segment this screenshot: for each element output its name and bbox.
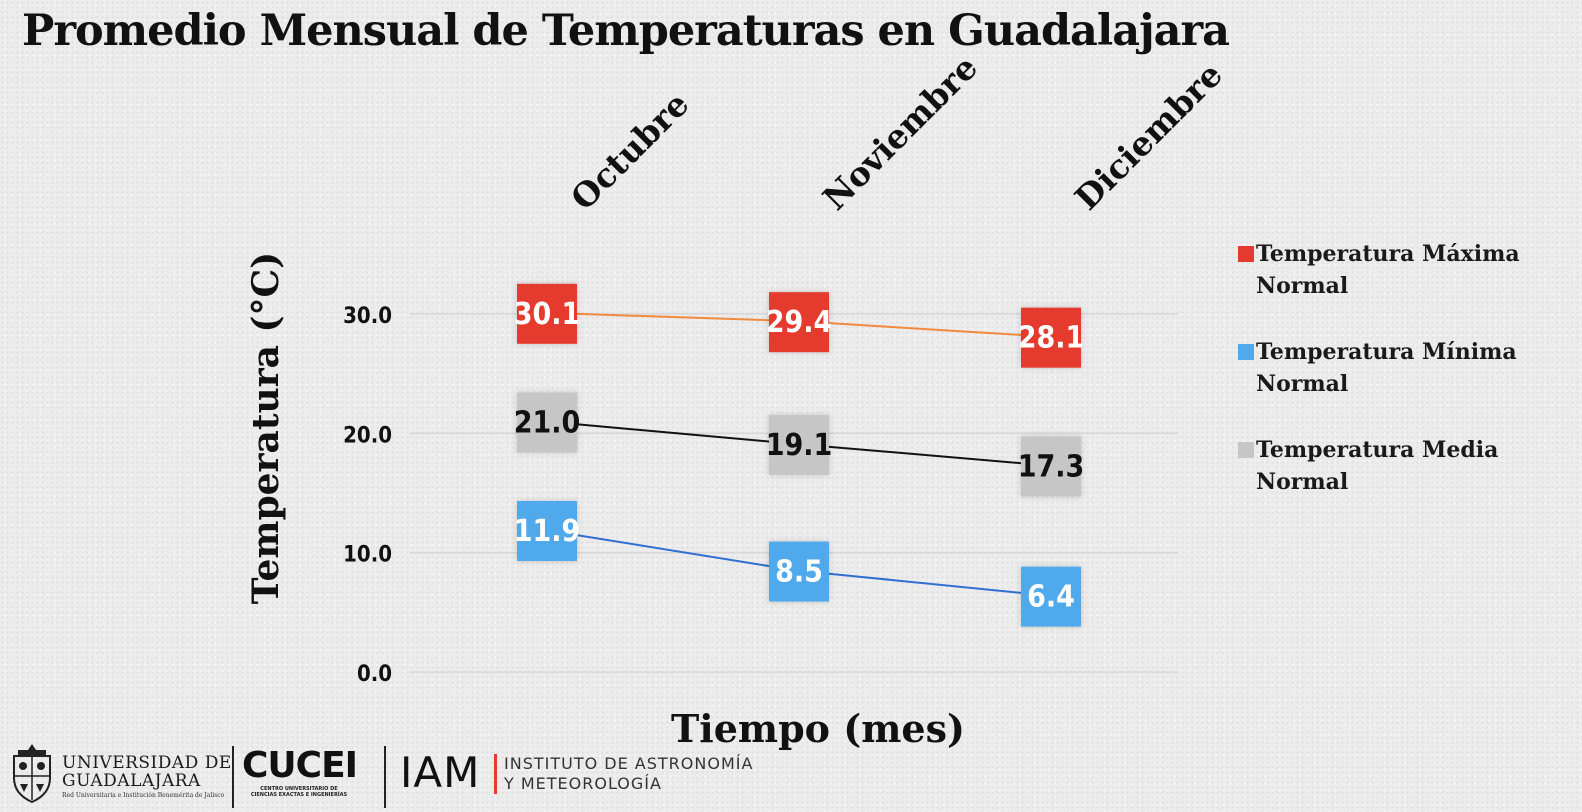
cucei-subtitle-line1: CENTRO UNIVERSITARIO DE <box>260 786 338 792</box>
data-label: 28.1 <box>1018 321 1085 356</box>
data-label-box <box>517 283 577 344</box>
udg-motto: Red Universitaria e Institución Beneméri… <box>62 792 225 799</box>
legend-item-max: Temperatura Máxima Normal <box>1238 238 1568 302</box>
legend-label-min: Temperatura Mínima Normal <box>1256 339 1517 397</box>
cucei-subtitle: CENTRO UNIVERSITARIO DE CIENCIAS EXACTAS… <box>244 786 354 798</box>
data-label: 17.3 <box>1018 450 1085 485</box>
logo-divider <box>384 746 386 808</box>
footer-logos: UNIVERSIDAD DE GUADALAJARA Red Universit… <box>0 738 752 812</box>
udg-seal-icon <box>13 744 51 804</box>
legend-label-mean: Temperatura Media Normal <box>1256 437 1499 495</box>
data-label: 6.4 <box>1027 580 1075 615</box>
y-axis-ticks: 0.0 10.0 20.0 30.0 <box>343 304 392 687</box>
x-category-label: Octubre <box>563 84 696 217</box>
data-label-box <box>769 292 829 353</box>
iam-text-line2: Y METEOROLOGÍA <box>504 774 662 793</box>
y-tick-label: 20.0 <box>343 423 392 448</box>
udg-name-line2: GUADALAJARA <box>62 771 201 791</box>
y-tick-label: 10.0 <box>343 543 392 568</box>
logo-divider <box>232 746 234 808</box>
legend-swatch-mean <box>1238 442 1254 458</box>
legend-item-min: Temperatura Mínima Normal <box>1238 336 1568 400</box>
data-label-box <box>1021 436 1081 497</box>
legend-swatch-max <box>1238 246 1254 262</box>
data-label-box <box>769 541 829 602</box>
udg-name-line1: UNIVERSIDAD DE <box>62 753 232 773</box>
data-label: 29.4 <box>766 305 833 340</box>
x-category-label: Noviembre <box>815 48 985 218</box>
data-label-box <box>1021 307 1081 368</box>
data-label-box <box>1021 566 1081 627</box>
data-label: 21.0 <box>514 405 581 440</box>
data-label: 11.9 <box>514 514 581 549</box>
y-tick-label: 0.0 <box>357 662 392 687</box>
x-axis-categories: Octubre Noviembre Diciembre <box>563 48 1230 218</box>
data-label-box <box>769 415 829 476</box>
legend-item-mean: Temperatura Media Normal <box>1238 434 1568 498</box>
cucei-logo: CUCEI <box>242 745 358 786</box>
chart-legend: Temperatura Máxima Normal Temperatura Mí… <box>1238 238 1568 532</box>
data-label: 8.5 <box>775 555 823 590</box>
chart-title: Promedio Mensual de Temperaturas en Guad… <box>22 6 1230 56</box>
udg-name: UNIVERSIDAD DE GUADALAJARA <box>62 754 232 790</box>
iam-accent-bar <box>494 754 497 794</box>
legend-label-max: Temperatura Máxima Normal <box>1256 241 1520 299</box>
data-label: 30.1 <box>514 297 581 332</box>
data-label-box <box>517 500 577 561</box>
data-label: 19.1 <box>766 428 833 463</box>
legend-swatch-min <box>1238 344 1254 360</box>
x-category-label: Diciembre <box>1067 55 1230 218</box>
y-axis-label: Temperatura (°C) <box>245 252 287 604</box>
data-labels: 30.1 29.4 28.1 11.9 8.5 6.4 21.0 19.1 17.3 <box>514 283 1085 627</box>
iam-text: INSTITUTO DE ASTRONOMÍA Y METEOROLOGÍA <box>504 754 753 794</box>
iam-text-line1: INSTITUTO DE ASTRONOMÍA <box>504 754 754 773</box>
x-axis-label: Tiempo (mes) <box>671 706 965 751</box>
iam-logo: IAM <box>400 748 481 797</box>
data-label-box <box>517 392 577 453</box>
y-tick-label: 30.0 <box>343 304 392 329</box>
cucei-subtitle-line2: CIENCIAS EXACTAS E INGENIERÍAS <box>250 792 348 798</box>
